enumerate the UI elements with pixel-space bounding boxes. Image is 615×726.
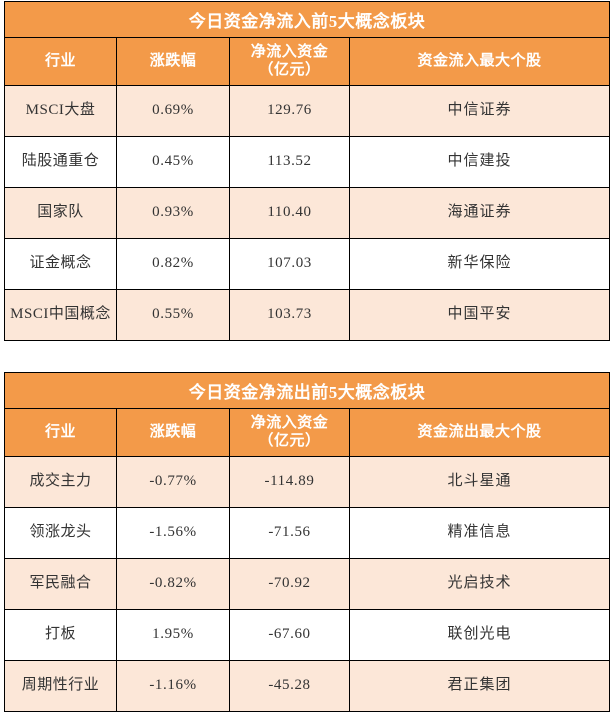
table-row[interactable]: 成交主力 -0.77% -114.89 北斗星通 [4, 456, 610, 508]
column-header-netflow-line1: 净流入资金 [250, 414, 329, 431]
cell-netflow: 129.76 [229, 85, 350, 137]
column-header-netflow[interactable]: 净流入资金 （亿元） [229, 408, 350, 457]
cell-top-stock: 中信证券 [349, 85, 610, 137]
cell-netflow: -67.60 [229, 609, 350, 661]
cell-change: 0.93% [116, 187, 230, 239]
cell-netflow: 113.52 [229, 136, 350, 188]
cell-top-stock: 光启技术 [349, 558, 610, 610]
cell-top-stock: 北斗星通 [349, 456, 610, 508]
cell-industry: 军民融合 [4, 558, 117, 610]
table-row[interactable]: 陆股通重仓 0.45% 113.52 中信建投 [4, 136, 610, 188]
cell-change: 1.95% [116, 609, 230, 661]
cell-top-stock: 君正集团 [349, 660, 610, 712]
column-header-netflow-line2: （亿元） [258, 61, 321, 78]
net-outflow-table-title: 今日资金净流出前5大概念板块 [4, 372, 610, 409]
column-header-netflow-line2: （亿元） [258, 432, 321, 449]
column-header-top-stock-line1: 资金流入最大个股 [417, 52, 542, 69]
column-header-netflow-line1: 净流入资金 [250, 43, 329, 60]
column-header-industry-line1: 行业 [44, 52, 76, 69]
table-title-row: 今日资金净流出前5大概念板块 [4, 372, 610, 409]
table-row[interactable]: 证金概念 0.82% 107.03 新华保险 [4, 238, 610, 290]
cell-industry: 国家队 [4, 187, 117, 239]
cell-top-stock: 新华保险 [349, 238, 610, 290]
cell-netflow: -114.89 [229, 456, 350, 508]
cell-top-stock: 精准信息 [349, 507, 610, 559]
table-row[interactable]: 打板 1.95% -67.60 联创光电 [4, 609, 610, 661]
cell-change: 0.69% [116, 85, 230, 137]
cell-top-stock: 中国平安 [349, 289, 610, 341]
net-inflow-table-title: 今日资金净流入前5大概念板块 [4, 1, 610, 38]
cell-industry: 证金概念 [4, 238, 117, 290]
table-row[interactable]: 国家队 0.93% 110.40 海通证券 [4, 187, 610, 239]
cell-netflow: 107.03 [229, 238, 350, 290]
cell-change: -0.77% [116, 456, 230, 508]
cell-change: -1.56% [116, 507, 230, 559]
table-header-row: 行业 涨跌幅 净流入资金 （亿元） 资金流入最大个股 [4, 37, 610, 86]
cell-industry: MSCI中国概念 [4, 289, 117, 341]
net-outflow-table: 今日资金净流出前5大概念板块 行业 涨跌幅 净流入资金 （亿元） 资金流出最大个… [4, 372, 610, 712]
cell-top-stock: 中信建投 [349, 136, 610, 188]
cell-top-stock: 海通证券 [349, 187, 610, 239]
column-header-change[interactable]: 涨跌幅 [116, 37, 230, 86]
column-header-industry-line1: 行业 [44, 423, 76, 440]
cell-netflow: -70.92 [229, 558, 350, 610]
column-header-top-stock-line1: 资金流出最大个股 [417, 423, 542, 440]
cell-industry: MSCI大盘 [4, 85, 117, 137]
column-header-change-line1: 涨跌幅 [149, 423, 197, 440]
column-header-top-stock[interactable]: 资金流入最大个股 [349, 37, 610, 86]
table-row[interactable]: MSCI大盘 0.69% 129.76 中信证券 [4, 85, 610, 137]
cell-netflow: 103.73 [229, 289, 350, 341]
table-row[interactable]: 军民融合 -0.82% -70.92 光启技术 [4, 558, 610, 610]
cell-change: -1.16% [116, 660, 230, 712]
column-header-change[interactable]: 涨跌幅 [116, 408, 230, 457]
cell-netflow: 110.40 [229, 187, 350, 239]
cell-industry: 打板 [4, 609, 117, 661]
cell-industry: 领涨龙头 [4, 507, 117, 559]
cell-netflow: -71.56 [229, 507, 350, 559]
column-header-industry[interactable]: 行业 [4, 37, 117, 86]
cell-change: -0.82% [116, 558, 230, 610]
cell-top-stock: 联创光电 [349, 609, 610, 661]
cell-industry: 成交主力 [4, 456, 117, 508]
cell-change: 0.55% [116, 289, 230, 341]
table-row[interactable]: MSCI中国概念 0.55% 103.73 中国平安 [4, 289, 610, 341]
column-header-top-stock[interactable]: 资金流出最大个股 [349, 408, 610, 457]
column-header-industry[interactable]: 行业 [4, 408, 117, 457]
net-inflow-table: 今日资金净流入前5大概念板块 行业 涨跌幅 净流入资金 （亿元） 资金流入最大个… [4, 1, 610, 341]
cell-industry: 周期性行业 [4, 660, 117, 712]
cell-netflow: -45.28 [229, 660, 350, 712]
table-title-row: 今日资金净流入前5大概念板块 [4, 1, 610, 38]
column-header-change-line1: 涨跌幅 [149, 52, 197, 69]
table-row[interactable]: 周期性行业 -1.16% -45.28 君正集团 [4, 660, 610, 712]
column-header-netflow[interactable]: 净流入资金 （亿元） [229, 37, 350, 86]
cell-change: 0.45% [116, 136, 230, 188]
cell-change: 0.82% [116, 238, 230, 290]
cell-industry: 陆股通重仓 [4, 136, 117, 188]
table-header-row: 行业 涨跌幅 净流入资金 （亿元） 资金流出最大个股 [4, 408, 610, 457]
table-row[interactable]: 领涨龙头 -1.56% -71.56 精准信息 [4, 507, 610, 559]
